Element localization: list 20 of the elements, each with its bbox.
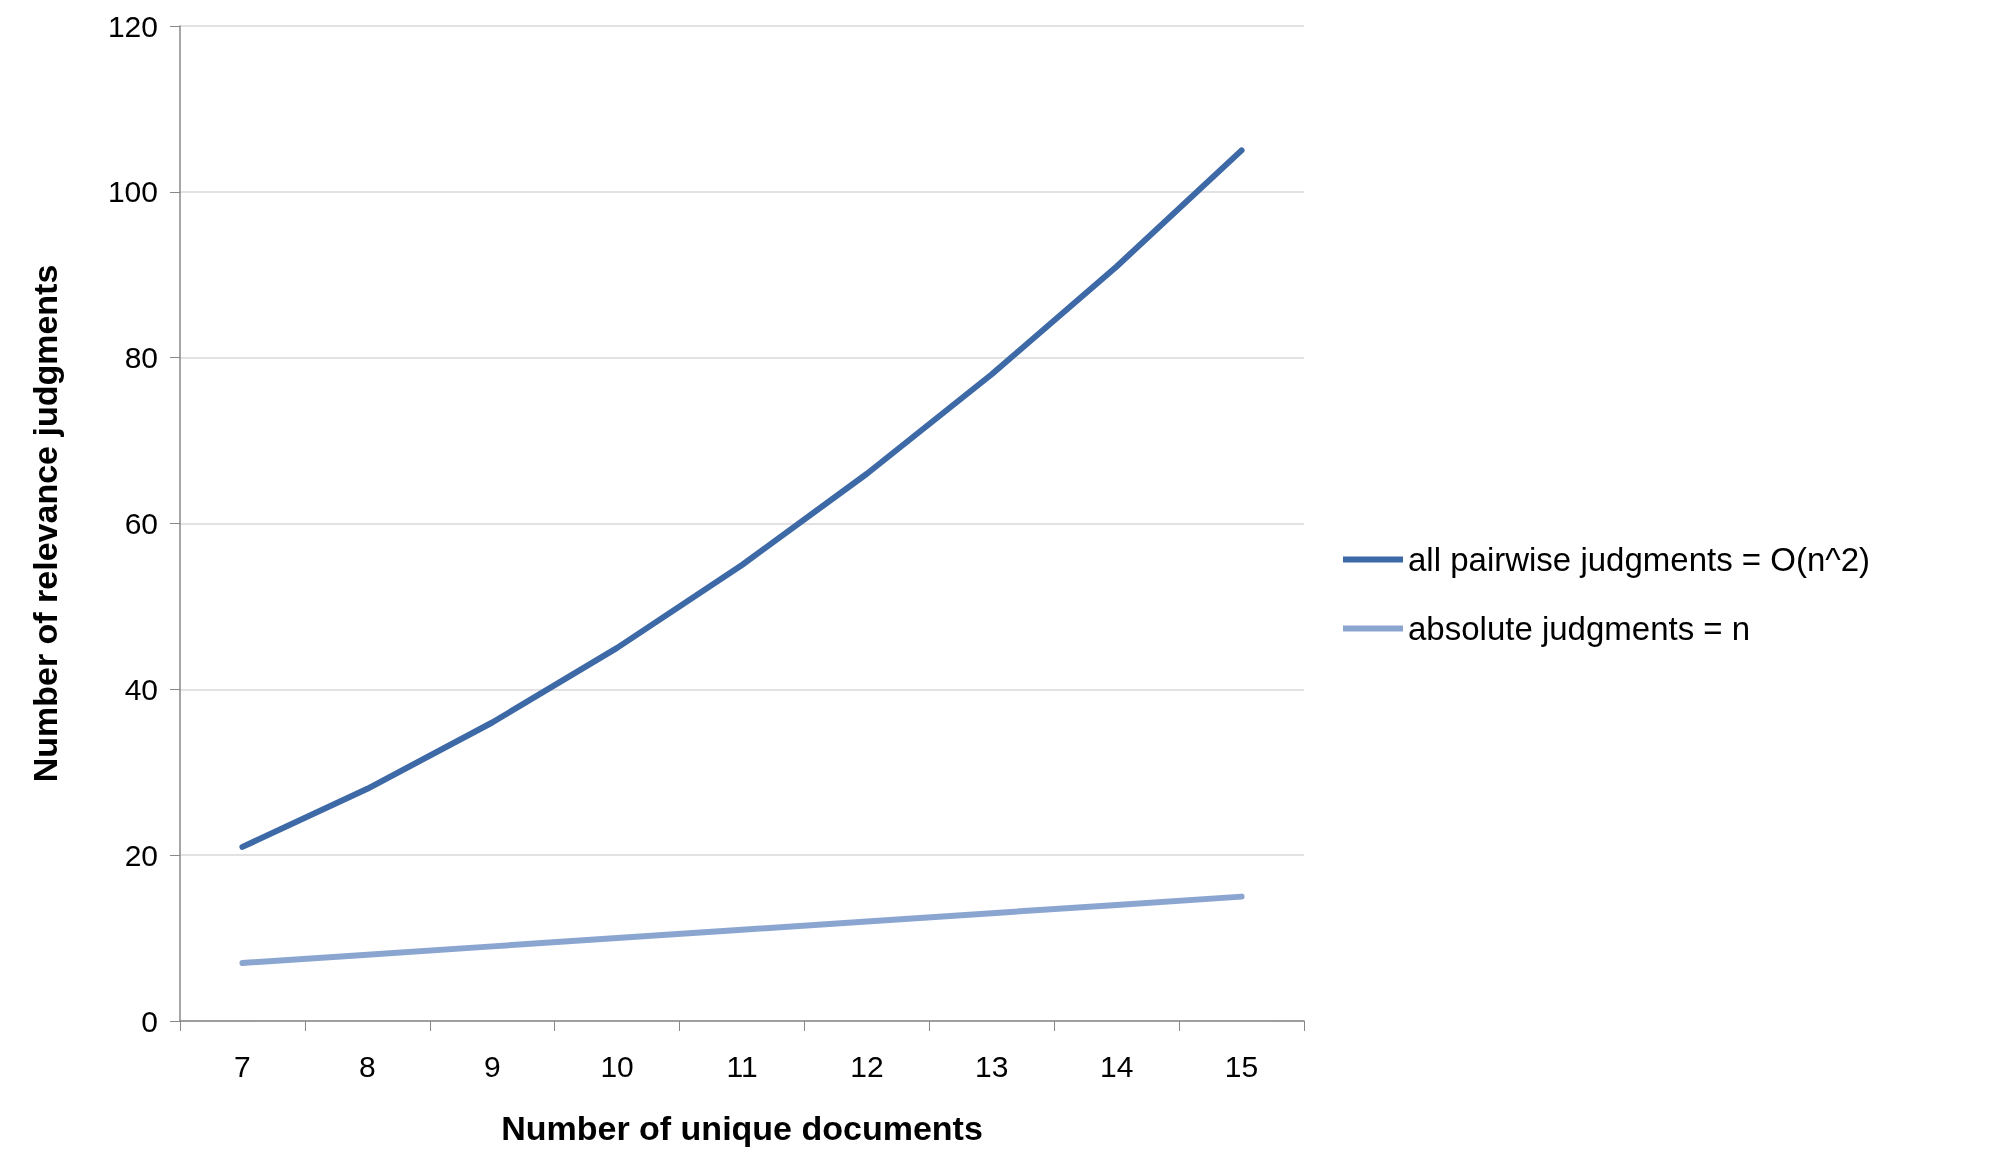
x-tick-label: 15 bbox=[1224, 1049, 1259, 1083]
legend-label: all pairwise judgments = O(n^2) bbox=[1408, 541, 1871, 578]
y-tick-label: 40 bbox=[124, 672, 158, 706]
y-tick-label: 120 bbox=[107, 9, 158, 43]
y-tick-label: 80 bbox=[124, 341, 158, 375]
x-axis-title: Number of unique documents bbox=[501, 1109, 983, 1147]
y-tick-label: 20 bbox=[124, 838, 158, 872]
x-tick-label: 11 bbox=[726, 1049, 758, 1083]
x-tick-label: 14 bbox=[1099, 1049, 1134, 1083]
y-tick-label: 60 bbox=[124, 507, 158, 540]
x-tick-label: 13 bbox=[975, 1049, 1009, 1083]
x-tick-label: 8 bbox=[358, 1049, 376, 1083]
legend-label: absolute judgments = n bbox=[1408, 610, 1751, 647]
x-tick-label: 9 bbox=[483, 1049, 501, 1083]
x-tick-label: 7 bbox=[234, 1049, 251, 1083]
y-tick-label: 100 bbox=[107, 175, 158, 209]
x-tick-label: 12 bbox=[850, 1049, 884, 1083]
x-tick-label: 10 bbox=[600, 1049, 634, 1083]
y-axis-title: Number of relevance judgments bbox=[26, 264, 64, 783]
y-tick-label: 0 bbox=[141, 1004, 158, 1038]
